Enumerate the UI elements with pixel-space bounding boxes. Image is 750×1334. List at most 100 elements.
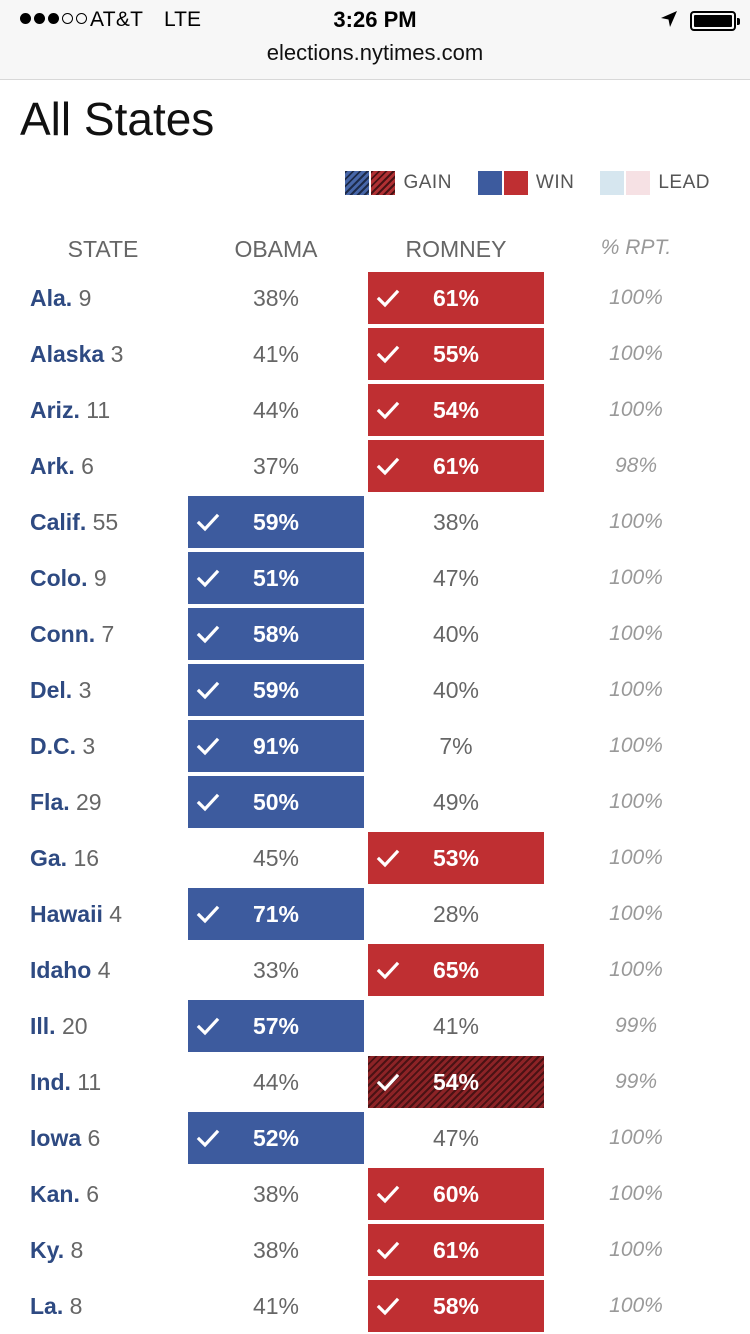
table-row[interactable]: Ill. 20 57% 41% 99%	[0, 1000, 750, 1056]
obama-result: 44%	[188, 384, 364, 436]
romney-result: 55%	[368, 328, 544, 380]
state-cell[interactable]: Ind. 11	[30, 1056, 101, 1108]
table-row[interactable]: Idaho 4 33% 65% 100%	[0, 944, 750, 1000]
obama-percent: 45%	[252, 845, 300, 871]
table-row[interactable]: Fla. 29 50% 49% 100%	[0, 776, 750, 832]
table-row[interactable]: Ind. 11 44% 54% 99%	[0, 1056, 750, 1112]
table-row[interactable]: Iowa 6 52% 47% 100%	[0, 1112, 750, 1168]
state-cell[interactable]: Ky. 8	[30, 1224, 83, 1276]
romney-percent: 54%	[432, 1069, 480, 1095]
obama-percent: 52%	[252, 1125, 300, 1151]
state-cell[interactable]: Ill. 20	[30, 1000, 88, 1052]
state-cell[interactable]: Ariz. 11	[30, 384, 110, 436]
state-cell[interactable]: Calif. 55	[30, 496, 118, 548]
table-row[interactable]: Del. 3 59% 40% 100%	[0, 664, 750, 720]
url-bar[interactable]: elections.nytimes.com	[266, 40, 484, 65]
obama-percent: 37%	[252, 453, 300, 479]
percent-reported: 100%	[609, 510, 663, 533]
state-cell[interactable]: Del. 3	[30, 664, 91, 716]
status-time: 3:26 PM	[333, 7, 417, 32]
state-name[interactable]: Ill.	[30, 1013, 56, 1039]
state-name[interactable]: Conn.	[30, 621, 96, 647]
state-cell[interactable]: D.C. 3	[30, 720, 95, 772]
obama-result: 57%	[188, 1000, 364, 1052]
checkmark-icon	[376, 289, 400, 308]
state-name[interactable]: Ark.	[30, 453, 75, 479]
percent-reported: 99%	[614, 1070, 658, 1093]
checkmark-icon	[376, 401, 400, 420]
table-row[interactable]: La. 8 41% 58% 100%	[0, 1280, 750, 1334]
state-cell[interactable]: Alaska 3	[30, 328, 123, 380]
electoral-votes: 16	[73, 845, 100, 871]
state-name[interactable]: Hawaii	[30, 901, 103, 927]
state-cell[interactable]: Hawaii 4	[30, 888, 122, 940]
table-row[interactable]: Hawaii 4 71% 28% 100%	[0, 888, 750, 944]
column-header-state[interactable]: STATE	[67, 236, 139, 262]
state-name[interactable]: Idaho	[30, 957, 92, 983]
state-cell[interactable]: Conn. 7	[30, 608, 114, 660]
state-name[interactable]: D.C.	[30, 733, 76, 759]
romney-result: 49%	[368, 776, 544, 828]
column-header-reported[interactable]: % RPT.	[600, 236, 672, 259]
table-row[interactable]: Calif. 55 59% 38% 100%	[0, 496, 750, 552]
checkmark-icon	[376, 1297, 400, 1316]
state-name[interactable]: Ind.	[30, 1069, 71, 1095]
state-cell[interactable]: Ark. 6	[30, 440, 94, 492]
state-name[interactable]: Calif.	[30, 509, 87, 535]
state-name[interactable]: Del.	[30, 677, 73, 703]
electoral-votes: 4	[97, 957, 111, 983]
table-row[interactable]: Ariz. 11 44% 54% 100%	[0, 384, 750, 440]
state-cell[interactable]: Ala. 9	[30, 272, 91, 324]
obama-result: 50%	[188, 776, 364, 828]
table-row[interactable]: D.C. 3 91% 7% 100%	[0, 720, 750, 776]
romney-percent: 47%	[432, 565, 480, 591]
obama-percent: 44%	[252, 397, 300, 423]
state-name[interactable]: Colo.	[30, 565, 88, 591]
state-name[interactable]: Alaska	[30, 341, 105, 367]
obama-result: 38%	[188, 1224, 364, 1276]
table-row[interactable]: Conn. 7 58% 40% 100%	[0, 608, 750, 664]
obama-percent: 41%	[252, 1293, 300, 1319]
state-cell[interactable]: La. 8	[30, 1280, 82, 1332]
romney-result: 41%	[368, 1000, 544, 1052]
electoral-votes: 6	[87, 1125, 101, 1151]
state-name[interactable]: La.	[30, 1293, 64, 1319]
page-title: All States	[20, 93, 215, 145]
column-header-romney[interactable]: ROMNEY	[405, 236, 507, 262]
obama-result: 59%	[188, 664, 364, 716]
table-row[interactable]: Ala. 9 38% 61% 100%	[0, 272, 750, 328]
state-name[interactable]: Ga.	[30, 845, 68, 871]
romney-result: 28%	[368, 888, 544, 940]
table-row[interactable]: Ky. 8 38% 61% 100%	[0, 1224, 750, 1280]
state-cell[interactable]: Fla. 29	[30, 776, 102, 828]
state-cell[interactable]: Iowa 6	[30, 1112, 100, 1164]
state-cell[interactable]: Colo. 9	[30, 552, 107, 604]
state-name[interactable]: Kan.	[30, 1181, 80, 1207]
electoral-votes: 7	[101, 621, 115, 647]
electoral-votes: 11	[86, 397, 111, 423]
table-row[interactable]: Ark. 6 37% 61% 98%	[0, 440, 750, 496]
obama-result: 38%	[188, 1168, 364, 1220]
table-row[interactable]: Ga. 16 45% 53% 100%	[0, 832, 750, 888]
state-name[interactable]: Ky.	[30, 1237, 65, 1263]
romney-percent: 53%	[432, 845, 480, 871]
obama-result: 59%	[188, 496, 364, 548]
obama-percent: 38%	[252, 285, 300, 311]
romney-percent: 55%	[432, 341, 480, 367]
state-name[interactable]: Ala.	[30, 285, 73, 311]
state-name[interactable]: Fla.	[30, 789, 70, 815]
obama-result: 91%	[188, 720, 364, 772]
romney-result: 38%	[368, 496, 544, 548]
table-row[interactable]: Colo. 9 51% 47% 100%	[0, 552, 750, 608]
state-name[interactable]: Iowa	[30, 1125, 82, 1151]
state-name[interactable]: Ariz.	[30, 397, 80, 423]
battery-icon	[690, 11, 740, 31]
column-header-obama[interactable]: OBAMA	[234, 236, 318, 262]
obama-percent: 59%	[252, 509, 300, 535]
state-cell[interactable]: Ga. 16	[30, 832, 99, 884]
table-row[interactable]: Kan. 6 38% 60% 100%	[0, 1168, 750, 1224]
state-cell[interactable]: Idaho 4	[30, 944, 111, 996]
state-cell[interactable]: Kan. 6	[30, 1168, 99, 1220]
table-row[interactable]: Alaska 3 41% 55% 100%	[0, 328, 750, 384]
romney-result: 65%	[368, 944, 544, 996]
